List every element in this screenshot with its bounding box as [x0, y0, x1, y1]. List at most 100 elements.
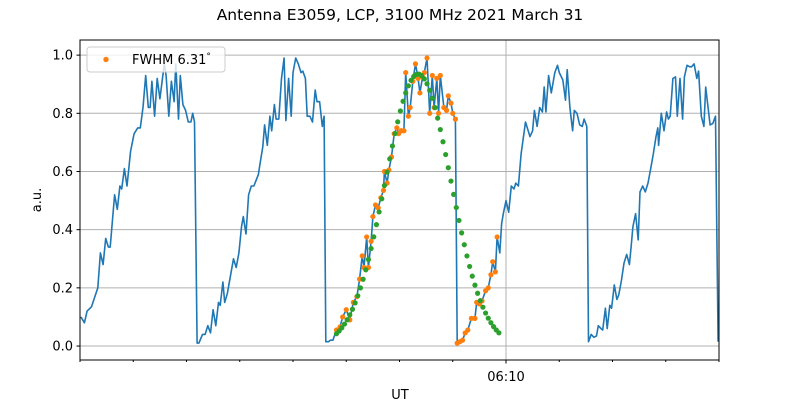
orange-data-point: [370, 213, 376, 220]
gaussian-fit-point: [387, 156, 393, 162]
gaussian-fit-point: [347, 312, 353, 318]
gaussian-fit-point: [379, 196, 385, 202]
y-tick-label: 0.8: [52, 107, 73, 122]
gaussian-fit-point: [451, 191, 457, 198]
gaussian-fit-point: [459, 230, 465, 236]
gaussian-fit-point: [448, 178, 454, 184]
y-axis: 0.0 0.2 0.4 0.6 0.8 1.0: [52, 49, 80, 355]
gaussian-fit-point: [405, 83, 411, 89]
gaussian-fit-point: [435, 115, 441, 121]
gaussian-fit-point: [427, 87, 433, 93]
orange-data-point: [340, 314, 346, 320]
orange-data-point: [394, 125, 400, 131]
gaussian-fit-point: [464, 253, 470, 259]
orange-data-point: [435, 110, 442, 116]
legend-marker-orange: [103, 56, 109, 63]
gaussian-fit-point: [480, 304, 486, 310]
gaussian-fit-point: [469, 273, 475, 279]
gaussian-fit-point: [389, 143, 395, 149]
x-tick-label: 06:10: [487, 370, 524, 385]
gaussian-fit-point: [421, 76, 427, 82]
gaussian-fit-point: [349, 306, 356, 312]
gaussian-fit-point: [456, 217, 462, 224]
orange-data-point: [380, 187, 387, 193]
gaussian-fit-point: [429, 95, 435, 101]
orange-data-point: [375, 205, 381, 211]
x-axis: 06:10: [79, 360, 720, 385]
y-axis-label: a.u.: [30, 188, 45, 212]
orange-data-point: [415, 75, 421, 81]
gaussian-fit-point: [475, 290, 481, 296]
gaussian-fit-point: [355, 293, 361, 299]
orange-data-point: [407, 104, 413, 111]
gaussian-fit-point: [368, 245, 374, 252]
gaussian-fit-point: [357, 285, 364, 291]
orange-data-point: [427, 110, 433, 116]
gaussian-fit-point: [376, 209, 382, 215]
orange-data-point: [492, 269, 498, 275]
orange-data-point: [364, 234, 370, 240]
gaussian-fit-point: [461, 242, 467, 248]
plot-area: [80, 55, 719, 346]
orange-data-point: [401, 128, 407, 134]
gaussian-fit-point: [371, 234, 377, 240]
gaussian-fit-point: [400, 98, 406, 104]
orange-data-point: [424, 55, 430, 61]
x-axis-label: UT: [391, 388, 409, 400]
gaussian-fit-point: [440, 139, 446, 145]
legend-frame: [86, 46, 226, 73]
orange-data-point: [437, 72, 443, 79]
y-tick-label: 0.0: [52, 340, 73, 355]
gaussian-fit-point: [432, 105, 438, 111]
orange-data-point: [452, 116, 459, 122]
orange-data-point: [368, 238, 374, 244]
orange-data-point: [445, 93, 451, 99]
orange-data-point: [429, 72, 435, 79]
gaussian-fit-point: [381, 182, 388, 189]
gaussian-fit-point: [365, 256, 372, 263]
orange-data-point: [343, 307, 349, 313]
legend-label-degree: °: [206, 52, 211, 62]
gaussian-fit-point: [373, 222, 380, 228]
orange-data-point: [417, 90, 423, 96]
gaussian-fit-point: [352, 300, 358, 306]
legend-label: FWHM 6.31°: [132, 52, 211, 68]
orange-data-point: [490, 259, 496, 265]
y-tick-label: 0.6: [52, 165, 73, 180]
grid: [80, 40, 719, 360]
gaussian-fit-point: [339, 325, 345, 331]
gaussian-fit-point: [424, 81, 430, 87]
orange-data-point: [412, 61, 419, 67]
orange-data-point: [405, 113, 411, 119]
gaussian-fit-point: [437, 126, 443, 133]
orange-data-point: [485, 285, 491, 291]
legend-label-text: FWHM 6.31: [132, 53, 206, 68]
orange-data-point: [472, 315, 478, 321]
y-tick-label: 1.0: [52, 49, 73, 64]
gaussian-fit-point: [477, 298, 483, 304]
y-tick-label: 0.2: [52, 281, 73, 296]
orange-data-point: [494, 234, 500, 240]
gaussian-fit-point: [488, 320, 494, 326]
gaussian-fit-point: [397, 108, 403, 114]
gaussian-fit-point: [443, 151, 449, 158]
orange-data-point: [450, 110, 456, 116]
gaussian-fit-point: [403, 90, 409, 96]
y-tick-label: 0.4: [52, 223, 73, 238]
gaussian-fit-point: [360, 276, 366, 282]
signal-line: [80, 57, 719, 344]
gaussian-fit-point: [453, 204, 459, 211]
axes-frame: [79, 39, 720, 361]
gaussian-fit-point: [384, 169, 390, 175]
orange-data-point: [359, 253, 365, 259]
legend: FWHM 6.31°: [86, 46, 226, 73]
gaussian-fit-point: [341, 321, 348, 327]
gaussian-fit-point: [344, 317, 350, 323]
chart-title: Antenna E3059, LCP, 3100 MHz 2021 March …: [217, 6, 584, 24]
gaussian-fit-point: [392, 130, 398, 137]
orange-data-point: [488, 272, 494, 278]
orange-data-point: [459, 337, 466, 343]
gaussian-fit-point: [395, 119, 401, 125]
orange-data-point: [403, 69, 409, 76]
